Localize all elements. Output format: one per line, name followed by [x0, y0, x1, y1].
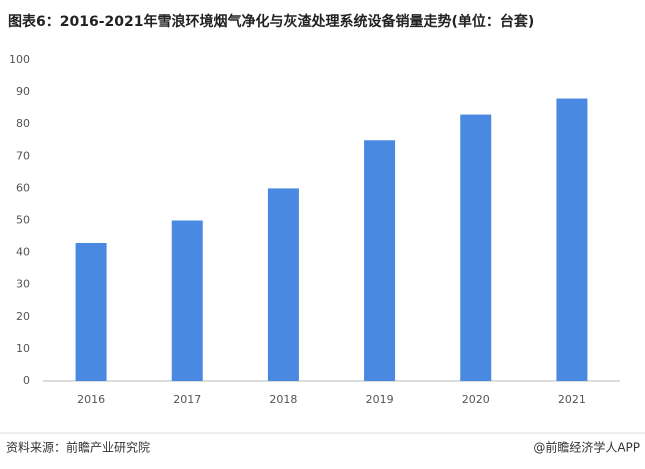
bar	[75, 242, 107, 381]
bar	[556, 98, 588, 382]
y-tick-label: 0	[23, 374, 30, 387]
bar	[460, 114, 492, 381]
x-tick-label: 2017	[173, 393, 201, 406]
x-tick-label: 2016	[77, 393, 105, 406]
y-tick-label: 100	[9, 53, 30, 66]
y-tick-label: 60	[16, 181, 30, 194]
bar	[171, 220, 203, 381]
bar	[267, 188, 299, 381]
x-tick-label: 2018	[269, 393, 297, 406]
x-tick-label: 2019	[366, 393, 394, 406]
y-tick-label: 90	[16, 85, 30, 98]
y-tick-label: 80	[16, 117, 30, 130]
x-tick-label: 2021	[558, 393, 586, 406]
y-tick-label: 20	[16, 310, 30, 323]
y-tick-label: 30	[16, 278, 30, 291]
credit: @前瞻经济学人APP	[533, 440, 640, 455]
y-tick-label: 50	[16, 214, 30, 227]
bar	[364, 140, 396, 381]
y-tick-label: 10	[16, 342, 30, 355]
x-tick-label: 2020	[462, 393, 490, 406]
chart-title: 图表6：2016-2021年雪浪环境烟气净化与灰渣处理系统设备销量走势(单位：台…	[8, 13, 534, 30]
source: 资料来源：前瞻产业研究院	[6, 440, 150, 455]
y-tick-label: 70	[16, 149, 30, 162]
y-tick-label: 40	[16, 246, 30, 259]
